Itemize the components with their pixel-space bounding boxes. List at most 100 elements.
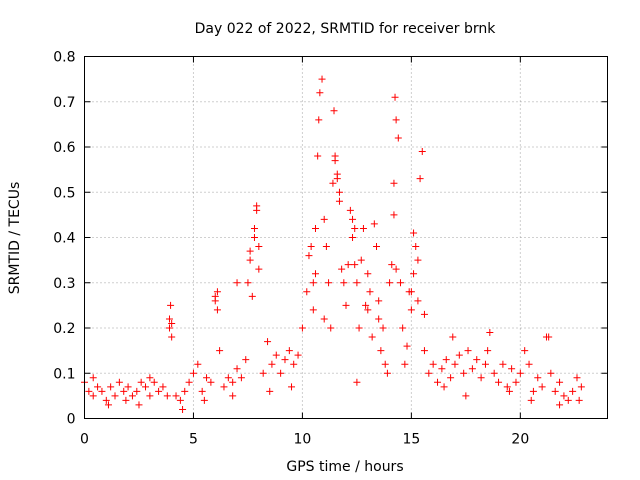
data-point (359, 224, 367, 232)
data-point (499, 360, 507, 368)
data-point (85, 387, 93, 395)
data-point (388, 261, 396, 269)
data-point (185, 378, 193, 386)
data-point (418, 148, 426, 156)
data-point (547, 369, 555, 377)
data-point (377, 347, 385, 355)
data-point (305, 252, 313, 260)
data-point (165, 324, 173, 332)
data-point (525, 360, 533, 368)
data-point (246, 247, 254, 255)
data-point (434, 378, 442, 386)
data-point (216, 347, 224, 355)
data-point (272, 351, 280, 359)
data-point (529, 387, 537, 395)
y-axis-label: SRMTID / TECUs (7, 182, 23, 295)
data-point (407, 306, 415, 314)
x-tick-label: 0 (80, 432, 89, 448)
data-point (551, 387, 559, 395)
data-point (366, 288, 374, 296)
data-point (327, 324, 335, 332)
data-point (224, 374, 232, 382)
data-point (464, 347, 472, 355)
data-point (122, 396, 130, 404)
y-tick-label: 0.5 (53, 185, 75, 201)
data-point (329, 179, 337, 187)
axis-ticks: 0 0.1 0.2 0.3 0.4 0.5 0.6 0.7 0.8 0 5 10 15 20 (53, 50, 608, 448)
data-point (255, 265, 263, 273)
data-point (353, 378, 361, 386)
y-tick-label: 0.4 (53, 231, 75, 247)
data-point (146, 392, 154, 400)
data-point (379, 324, 387, 332)
data-point (213, 306, 221, 314)
data-point (484, 347, 492, 355)
y-tick-label: 0.3 (53, 276, 75, 292)
data-point (335, 188, 343, 196)
data-point (569, 387, 577, 395)
data-point (179, 405, 187, 413)
data-point (155, 387, 163, 395)
chart-title: Day 022 of 2022, SRMTID for receiver brn… (195, 21, 497, 37)
data-point (442, 356, 450, 364)
data-point (298, 324, 306, 332)
data-point (233, 279, 241, 287)
x-axis-label: GPS time / hours (286, 459, 403, 475)
data-point (314, 152, 322, 160)
data-point (253, 206, 261, 214)
data-point (420, 310, 428, 318)
data-point (220, 383, 228, 391)
data-point (137, 378, 145, 386)
data-point (120, 387, 128, 395)
data-point (128, 392, 136, 400)
data-point (338, 265, 346, 273)
data-point (375, 297, 383, 305)
data-point (516, 369, 524, 377)
y-tick-label: 0.8 (53, 50, 75, 66)
data-point (146, 374, 154, 382)
data-point (246, 256, 254, 264)
data-point (477, 374, 485, 382)
data-point (481, 360, 489, 368)
data-point (237, 374, 245, 382)
data-point (115, 378, 123, 386)
data-point (438, 365, 446, 373)
x-tick-label: 20 (511, 432, 529, 448)
data-point (383, 369, 391, 377)
data-point (316, 89, 324, 97)
data-point (390, 179, 398, 187)
data-point (203, 374, 211, 382)
data-point (142, 383, 150, 391)
data-point (107, 383, 115, 391)
data-point (198, 387, 206, 395)
data-point (355, 324, 363, 332)
data-point (364, 306, 372, 314)
data-point (150, 378, 158, 386)
data-point (98, 387, 106, 395)
x-tick-label: 5 (189, 432, 198, 448)
data-point (392, 265, 400, 273)
data-point (351, 261, 359, 269)
data-point (401, 360, 409, 368)
data-point (460, 369, 468, 377)
data-point (403, 342, 411, 350)
data-point (311, 270, 319, 278)
y-tick-label: 0.6 (53, 140, 75, 156)
data-point (172, 392, 180, 400)
data-point (281, 356, 289, 364)
grid-lines (84, 56, 608, 419)
data-point (311, 224, 319, 232)
data-point (168, 319, 176, 327)
data-point (322, 243, 330, 251)
data-points (81, 75, 585, 413)
data-point (233, 365, 241, 373)
data-point (353, 279, 361, 287)
data-point (104, 401, 112, 409)
data-point (420, 347, 428, 355)
y-tick-label: 0 (67, 412, 76, 428)
data-point (229, 392, 237, 400)
data-point (391, 93, 399, 101)
data-point (320, 315, 328, 323)
data-point (368, 333, 376, 341)
